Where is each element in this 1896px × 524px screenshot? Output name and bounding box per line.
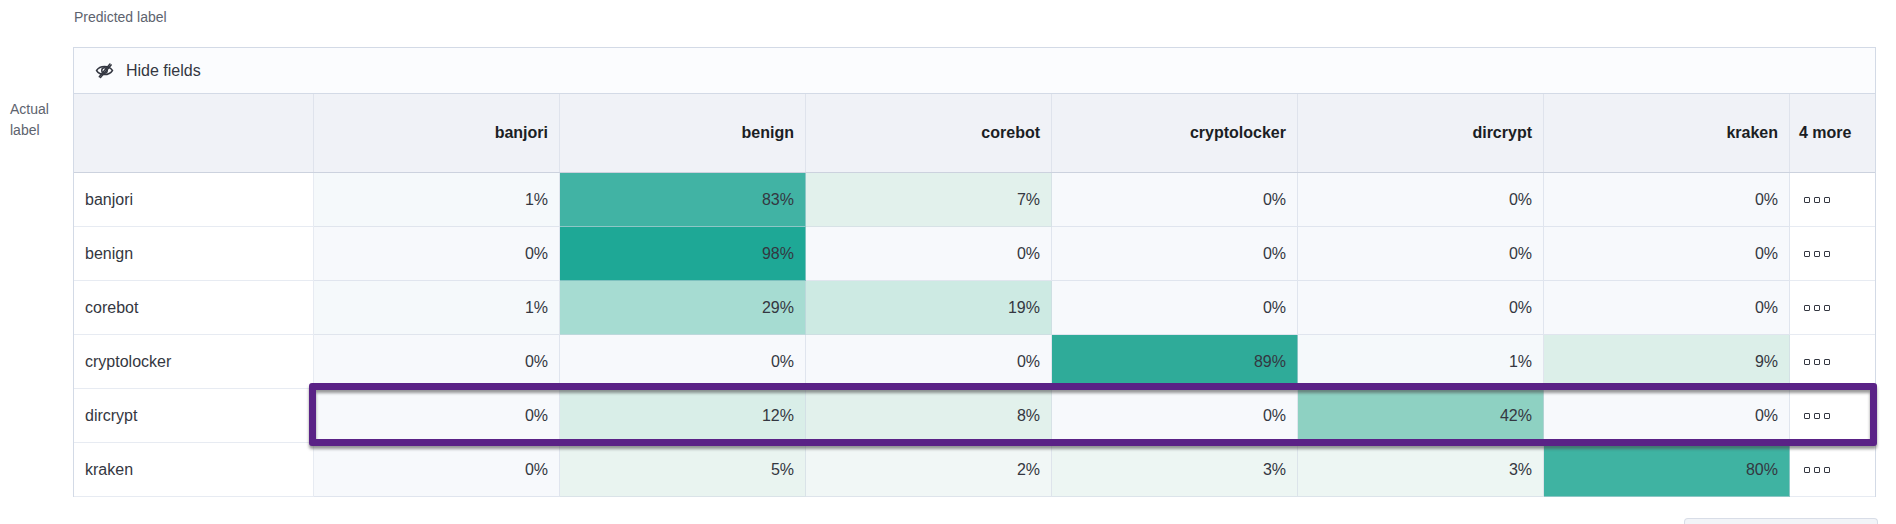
matrix-cell: 0% bbox=[560, 335, 806, 389]
column-header-kraken[interactable]: kraken bbox=[1544, 94, 1790, 172]
column-header-corebot[interactable]: corebot bbox=[806, 94, 1052, 172]
row-actions-button[interactable] bbox=[1790, 389, 1875, 443]
matrix-cell: 0% bbox=[1052, 227, 1298, 281]
row-actions-button[interactable] bbox=[1790, 335, 1875, 389]
matrix-cell: 0% bbox=[1298, 227, 1544, 281]
matrix-cell: 29% bbox=[560, 281, 806, 335]
table-row-benign: benign 0% 98% 0% 0% 0% 0% bbox=[74, 227, 1875, 281]
row-label-kraken: kraken bbox=[74, 443, 314, 497]
matrix-cell: 0% bbox=[314, 227, 560, 281]
matrix-cell: 9% bbox=[1544, 335, 1790, 389]
header-row: banjori benign corebot cryptolocker dirc… bbox=[74, 94, 1875, 173]
column-header-cryptolocker[interactable]: cryptolocker bbox=[1052, 94, 1298, 172]
matrix-cell: 0% bbox=[1052, 281, 1298, 335]
matrix-cell: 0% bbox=[806, 335, 1052, 389]
row-actions-button[interactable] bbox=[1790, 443, 1875, 497]
horizontal-scrollbar[interactable] bbox=[1684, 518, 1878, 524]
matrix-cell: 0% bbox=[1544, 389, 1790, 443]
matrix-cell: 83% bbox=[560, 173, 806, 227]
confusion-matrix-panel: Hide fields banjori benign corebot crypt… bbox=[73, 47, 1876, 497]
matrix-cell: 42% bbox=[1298, 389, 1544, 443]
row-label-banjori: banjori bbox=[74, 173, 314, 227]
matrix-cell: 0% bbox=[314, 389, 560, 443]
matrix-cell: 1% bbox=[314, 281, 560, 335]
row-actions-button[interactable] bbox=[1790, 281, 1875, 335]
matrix-cell: 3% bbox=[1298, 443, 1544, 497]
matrix-cell: 1% bbox=[1298, 335, 1544, 389]
matrix-cell: 98% bbox=[560, 227, 806, 281]
matrix-cell: 2% bbox=[806, 443, 1052, 497]
table-row-corebot: corebot 1% 29% 19% 0% 0% 0% bbox=[74, 281, 1875, 335]
matrix-cell: 0% bbox=[1298, 173, 1544, 227]
matrix-cell: 0% bbox=[314, 335, 560, 389]
header-corner-cell bbox=[74, 94, 314, 172]
matrix-cell: 0% bbox=[1298, 281, 1544, 335]
matrix-cell: 0% bbox=[314, 443, 560, 497]
matrix-cell: 7% bbox=[806, 173, 1052, 227]
table-row-dircrypt: dircrypt 0% 12% 8% 0% 42% 0% bbox=[74, 389, 1875, 443]
hide-fields-button[interactable]: Hide fields bbox=[95, 61, 201, 80]
matrix-cell: 12% bbox=[560, 389, 806, 443]
matrix-cell: 5% bbox=[560, 443, 806, 497]
matrix-cell: 80% bbox=[1544, 443, 1790, 497]
grid-toolbar: Hide fields bbox=[74, 48, 1875, 94]
matrix-cell: 19% bbox=[806, 281, 1052, 335]
matrix-cell: 3% bbox=[1052, 443, 1298, 497]
matrix-cell: 1% bbox=[314, 173, 560, 227]
column-header-benign[interactable]: benign bbox=[560, 94, 806, 172]
matrix-cell: 89% bbox=[1052, 335, 1298, 389]
row-label-benign: benign bbox=[74, 227, 314, 281]
row-actions-button[interactable] bbox=[1790, 173, 1875, 227]
row-label-dircrypt: dircrypt bbox=[74, 389, 314, 443]
column-header-more[interactable]: 4 more bbox=[1790, 94, 1875, 172]
hide-fields-label: Hide fields bbox=[126, 62, 201, 80]
matrix-cell: 0% bbox=[1544, 227, 1790, 281]
row-label-corebot: corebot bbox=[74, 281, 314, 335]
table-row-banjori: banjori 1% 83% 7% 0% 0% 0% bbox=[74, 173, 1875, 227]
table-row-kraken: kraken 0% 5% 2% 3% 3% 80% bbox=[74, 443, 1875, 497]
column-header-dircrypt[interactable]: dircrypt bbox=[1298, 94, 1544, 172]
actual-label: Actual label bbox=[10, 99, 66, 141]
table-row-cryptolocker: cryptolocker 0% 0% 0% 89% 1% 9% bbox=[74, 335, 1875, 389]
eye-closed-icon bbox=[95, 61, 114, 80]
row-label-cryptolocker: cryptolocker bbox=[74, 335, 314, 389]
matrix-cell: 0% bbox=[1052, 173, 1298, 227]
row-actions-button[interactable] bbox=[1790, 227, 1875, 281]
predicted-label: Predicted label bbox=[74, 7, 167, 28]
matrix-cell: 0% bbox=[1052, 389, 1298, 443]
matrix-cell: 0% bbox=[806, 227, 1052, 281]
matrix-cell: 8% bbox=[806, 389, 1052, 443]
matrix-cell: 0% bbox=[1544, 281, 1790, 335]
column-header-banjori[interactable]: banjori bbox=[314, 94, 560, 172]
matrix-cell: 0% bbox=[1544, 173, 1790, 227]
